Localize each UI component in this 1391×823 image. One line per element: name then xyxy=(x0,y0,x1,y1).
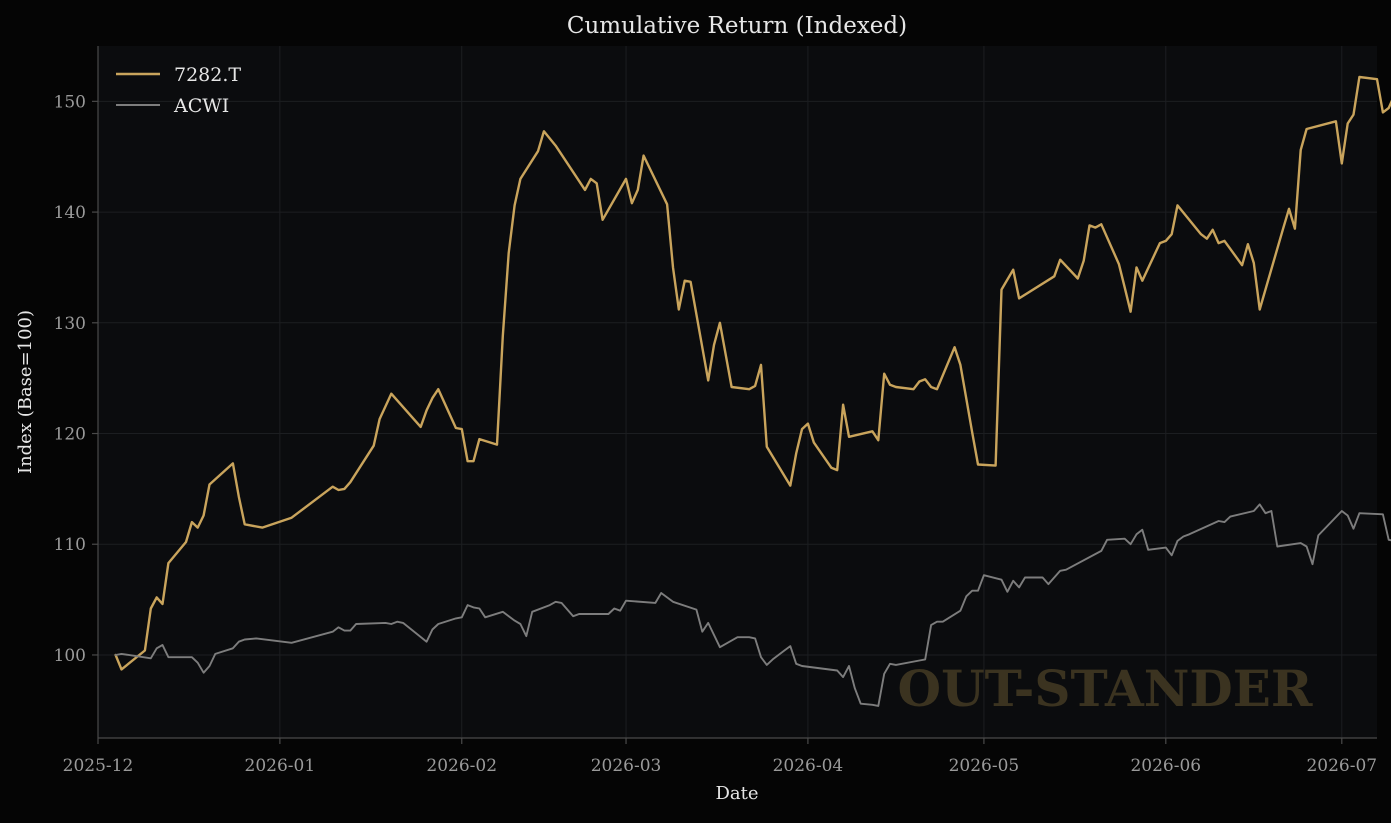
y-tick-label: 140 xyxy=(54,203,86,223)
x-axis-label: Date xyxy=(715,783,758,804)
plot-background xyxy=(98,46,1377,738)
x-tick-label: 2026-06 xyxy=(1130,756,1201,776)
chart-title: Cumulative Return (Indexed) xyxy=(567,13,907,39)
y-tick-label: 120 xyxy=(54,425,86,445)
legend-label-7282t: 7282.T xyxy=(174,64,241,86)
y-tick-label: 110 xyxy=(54,535,86,555)
watermark-text: OUT-STANDER xyxy=(898,659,1313,718)
axes xyxy=(97,46,1377,739)
legend-label-acwi: ACWI xyxy=(173,95,229,117)
y-tick-label: 100 xyxy=(54,646,86,666)
series-lines xyxy=(114,75,1391,707)
series-line-acwi xyxy=(114,503,1391,707)
x-tick-label: 2026-04 xyxy=(773,756,844,776)
y-tick-label: 130 xyxy=(54,314,86,334)
y-tick-label: 150 xyxy=(54,92,86,112)
x-tick-label: 2026-01 xyxy=(245,756,316,776)
x-tick-label: 2025-12 xyxy=(63,756,134,776)
x-ticks: 2025-12 2026-01 2026-02 2026-03 2026-04 2026-… xyxy=(63,738,1377,776)
x-tick-label: 2026-03 xyxy=(591,756,662,776)
legend: 7282.T ACWI xyxy=(116,64,241,117)
x-tick-label: 2026-05 xyxy=(949,756,1020,776)
y-axis-label: Index (Base=100) xyxy=(15,310,36,474)
y-ticks: 100 110 120 130 140 150 xyxy=(54,92,98,666)
series-line-7282t xyxy=(114,75,1391,671)
x-tick-label: 2026-07 xyxy=(1306,756,1377,776)
x-tick-label: 2026-02 xyxy=(426,756,497,776)
grid-lines xyxy=(97,46,1377,738)
